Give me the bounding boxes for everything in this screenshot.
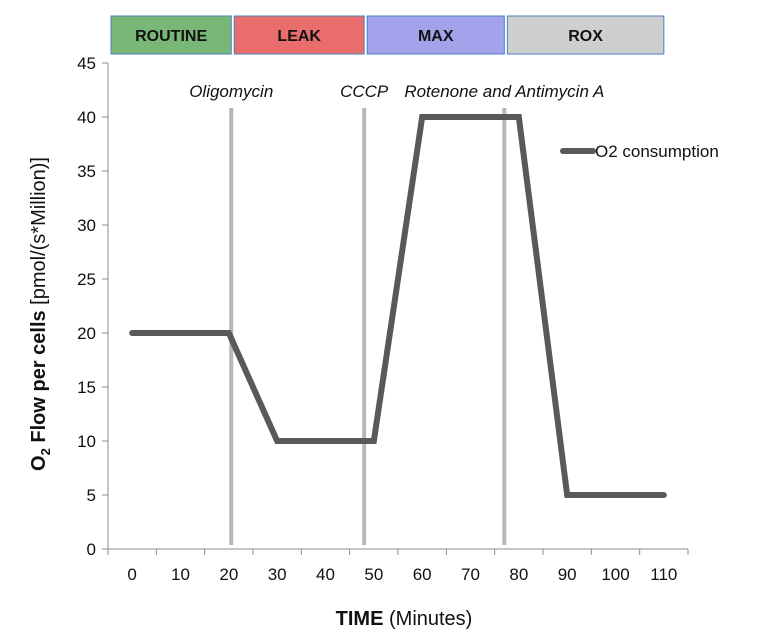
legend: O2 consumption bbox=[560, 142, 719, 161]
phase-box-leak bbox=[233, 15, 365, 55]
phase-box-routine bbox=[110, 15, 232, 55]
x-tick-label: 70 bbox=[461, 565, 480, 584]
y-tick-label: 10 bbox=[77, 432, 96, 451]
y-axis-title-o: O bbox=[28, 455, 50, 471]
x-axis-title-unit: (Minutes) bbox=[383, 608, 472, 630]
x-tick-label: 60 bbox=[413, 565, 432, 584]
y-tick-label: 15 bbox=[77, 378, 96, 397]
injection-label-1: Oligomycin bbox=[189, 82, 273, 101]
x-tick-label: 110 bbox=[650, 565, 677, 584]
x-tick-label: 100 bbox=[601, 565, 629, 584]
injection-markers: Oligomycin CCCP Rotenone and Antimycin A bbox=[189, 82, 604, 545]
y-axis-title-unit: [pmol/(s*Million)] bbox=[28, 157, 50, 310]
injection-label-2: CCCP bbox=[340, 82, 389, 101]
series-layer bbox=[129, 114, 667, 498]
y-axis-title-bold: Flow per cells bbox=[28, 310, 50, 448]
y-tick-label: 25 bbox=[77, 270, 96, 289]
y-tick-label: 0 bbox=[87, 540, 96, 559]
y-tick-label: 45 bbox=[77, 54, 96, 73]
x-tick-label: 30 bbox=[268, 565, 287, 584]
axes: 0 5 10 15 20 25 30 35 40 45 0 10 20 30 40 50 60 70 80 90 100… bbox=[77, 54, 689, 584]
x-tick-label: 10 bbox=[171, 565, 190, 584]
y-axis-title-sub: 2 bbox=[38, 448, 53, 455]
y-tick-label: 5 bbox=[87, 486, 96, 505]
y-tick-label: 30 bbox=[77, 216, 96, 235]
y-tick-label: 40 bbox=[77, 108, 96, 127]
x-axis-title: TIME (Minutes) bbox=[336, 608, 473, 630]
y-axis-title: O2 Flow per cells [pmol/(s*Million)] bbox=[28, 157, 53, 471]
x-tick-label: 0 bbox=[127, 565, 136, 584]
y-tick-label: 20 bbox=[77, 324, 96, 343]
legend-label: O2 consumption bbox=[595, 142, 719, 161]
axis-labels: TIME (Minutes) O2 Flow per cells [pmol/(s… bbox=[28, 157, 472, 630]
x-tick-label: 80 bbox=[509, 565, 528, 584]
phase-label-rox: ROX bbox=[568, 28, 603, 45]
x-tick-label: 90 bbox=[558, 565, 577, 584]
injection-label-3: Rotenone and Antimycin A bbox=[404, 82, 604, 101]
x-axis-title-bold: TIME bbox=[336, 608, 384, 630]
phase-bar: ROUTINE LEAK MAX ROX bbox=[110, 15, 665, 55]
phase-label-leak: LEAK bbox=[277, 28, 321, 45]
x-tick-label: 50 bbox=[364, 565, 383, 584]
phase-label-max: MAX bbox=[418, 28, 454, 45]
phase-box-max bbox=[366, 15, 505, 55]
x-tick-label: 40 bbox=[316, 565, 335, 584]
y-tick-label: 35 bbox=[77, 162, 96, 181]
series-line-1 bbox=[129, 114, 667, 498]
phase-box-rox bbox=[506, 15, 665, 55]
x-tick-label: 20 bbox=[219, 565, 238, 584]
phase-label-routine: ROUTINE bbox=[135, 28, 207, 45]
